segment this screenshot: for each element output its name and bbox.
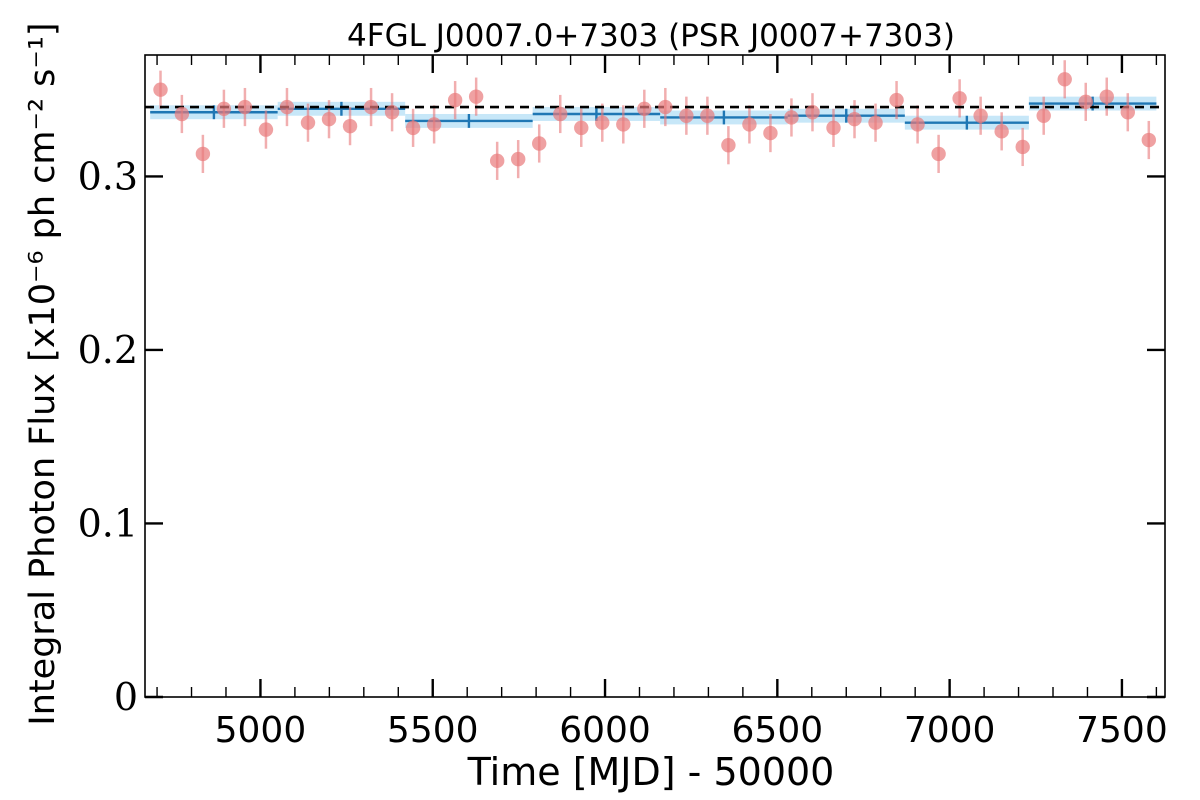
data-point	[679, 108, 694, 123]
y-tick-label: 0	[114, 675, 138, 719]
x-axis-label: Time [MJD] - 50000	[467, 750, 835, 794]
x-tick-label: 6500	[732, 710, 824, 751]
data-point	[405, 120, 421, 136]
data-point	[1141, 132, 1157, 148]
data-point	[763, 125, 778, 141]
data-point	[363, 99, 379, 115]
data-point	[489, 153, 505, 169]
data-point	[321, 112, 337, 127]
data-point	[153, 82, 168, 97]
data-point	[784, 110, 799, 125]
x-tick-label: 6000	[559, 710, 651, 751]
y-tick-label: 0.3	[78, 154, 138, 198]
x-tick-label: 7000	[904, 710, 996, 751]
data-point	[721, 138, 736, 153]
data-point	[973, 108, 988, 123]
data-point	[195, 146, 211, 162]
data-point	[532, 136, 547, 151]
data-point	[279, 99, 295, 115]
y-tick-label: 0.2	[78, 328, 138, 372]
data-point	[994, 124, 1009, 139]
plot-area: 0 0.1 0.2 0.3 5000 5500 6000 6500 7000 7500	[78, 54, 1168, 751]
plot-frame	[144, 54, 1166, 698]
data-point	[342, 118, 358, 134]
data-point	[216, 101, 232, 116]
data-point	[574, 120, 589, 136]
data-point	[826, 120, 841, 136]
data-point	[868, 115, 883, 130]
data-point	[1120, 105, 1135, 120]
x-tick-label: 5500	[387, 710, 479, 751]
y-axis-label: Integral Photon Flux [x10⁻⁶ ph cm⁻² s⁻¹]	[23, 22, 63, 725]
data-point	[174, 106, 190, 122]
data-point	[658, 99, 673, 115]
data-point	[1099, 89, 1114, 104]
data-point	[616, 117, 631, 132]
data-point	[553, 106, 568, 122]
data-point	[910, 117, 925, 132]
data-point	[700, 108, 715, 123]
data-point	[1078, 94, 1093, 110]
data-point	[1036, 108, 1051, 123]
data-point	[510, 151, 526, 167]
chart-title: 4FGL J0007.0+7303 (PSR J0007+7303)	[347, 18, 955, 54]
data-point	[952, 91, 967, 106]
data-point	[637, 101, 652, 116]
data-point	[805, 105, 820, 120]
data-point	[1057, 72, 1072, 87]
data-point	[1015, 139, 1030, 155]
data-point	[426, 117, 442, 132]
data-point	[300, 115, 316, 130]
data-point	[447, 92, 463, 108]
x-tick-label: 7500	[1076, 710, 1168, 751]
data-point	[847, 112, 862, 127]
data-point	[258, 122, 274, 137]
data-point	[742, 117, 757, 132]
data-point	[237, 99, 253, 115]
x-tick-label: 5000	[215, 710, 307, 751]
data-point	[931, 146, 946, 162]
data-point	[595, 115, 610, 130]
data-point	[384, 105, 400, 120]
data-point	[468, 89, 484, 104]
data-point	[889, 92, 904, 108]
y-tick-label: 0.1	[78, 501, 138, 545]
